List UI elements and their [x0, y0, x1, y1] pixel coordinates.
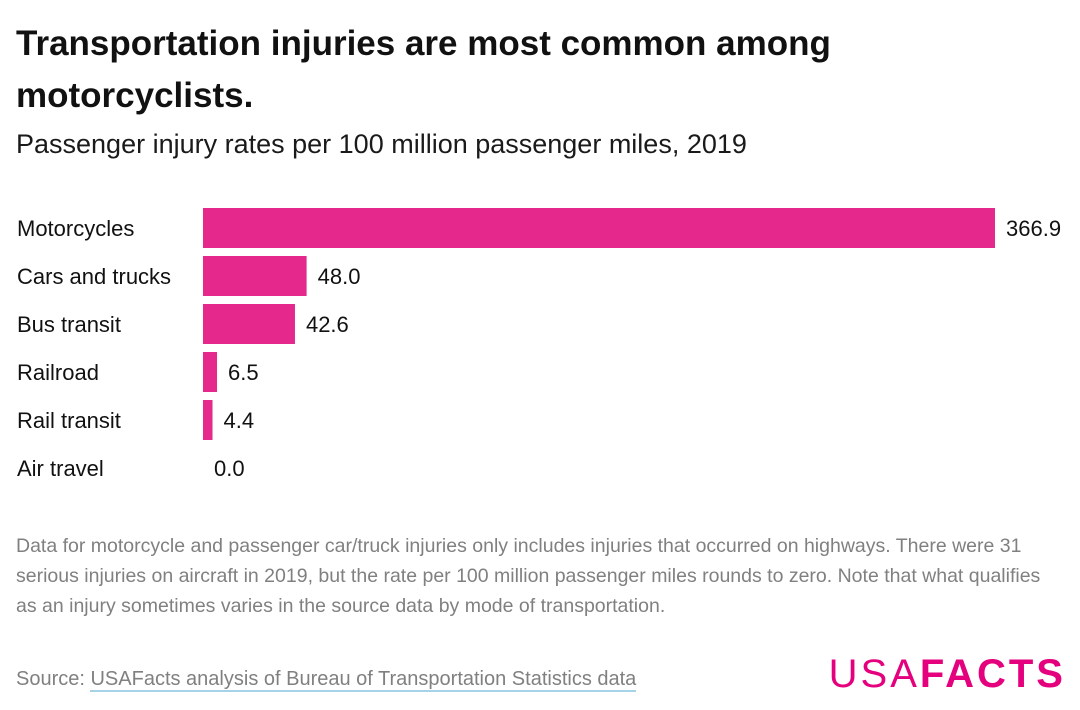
bar	[203, 304, 295, 344]
source-line: Source: USAFacts analysis of Bureau of T…	[16, 663, 637, 695]
logo-usa: USA	[828, 652, 920, 696]
chart-subtitle: Passenger injury rates per 100 million p…	[16, 129, 747, 159]
value-label: 42.6	[306, 312, 349, 337]
category-label: Motorcycles	[17, 216, 134, 241]
value-label: 0.0	[214, 456, 245, 481]
category-label: Rail transit	[17, 408, 121, 433]
source-link[interactable]: USAFacts analysis of Bureau of Transport…	[90, 668, 637, 692]
value-label: 6.5	[228, 360, 259, 385]
category-label: Cars and trucks	[17, 264, 171, 289]
chart-title: Transportation injuries are most common …	[16, 24, 831, 115]
bar	[203, 400, 213, 440]
category-label: Bus transit	[17, 312, 121, 337]
value-label: 4.4	[223, 408, 254, 433]
value-label: 48.0	[318, 264, 361, 289]
bar	[203, 352, 218, 392]
bar-chart: Motorcycles 366.9 Cars and trucks 48.0 Bus t…	[17, 208, 1061, 481]
category-label: Railroad	[17, 360, 99, 385]
value-label: 366.9	[1006, 216, 1061, 241]
usafacts-logo[interactable]: USAFACTS	[829, 650, 1066, 698]
bar	[203, 256, 307, 296]
category-label: Air travel	[17, 456, 104, 481]
logo-facts: FACTS	[919, 652, 1066, 696]
bar	[203, 208, 995, 248]
source-prefix: Source:	[16, 668, 91, 690]
footnote: Data for motorcycle and passenger car/tr…	[16, 535, 1041, 617]
